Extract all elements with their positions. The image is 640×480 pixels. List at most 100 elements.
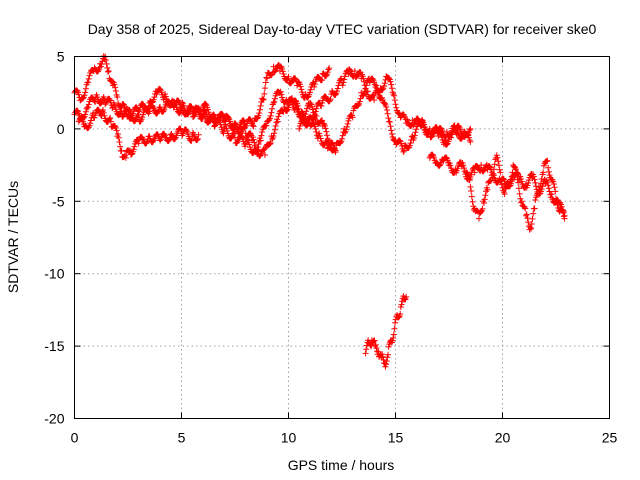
data-point [273, 119, 280, 126]
data-point [396, 137, 403, 144]
data-point [267, 112, 274, 119]
data-point [232, 121, 239, 128]
data-point [87, 120, 94, 127]
data-point [371, 96, 378, 103]
data-point [466, 177, 473, 184]
data-point [380, 356, 387, 363]
data-point [531, 176, 538, 183]
data-point [242, 140, 249, 147]
data-point [398, 301, 405, 308]
data-point [256, 110, 263, 117]
data-point [80, 95, 87, 102]
data-point [146, 133, 153, 140]
data-point [483, 188, 490, 195]
data-point [307, 100, 314, 107]
data-point [527, 224, 534, 231]
data-point [535, 189, 542, 196]
data-point [316, 132, 323, 139]
data-point [381, 80, 388, 87]
data-point [495, 162, 502, 169]
data-point [162, 93, 169, 100]
data-point [418, 118, 425, 125]
data-point [475, 215, 482, 222]
data-point [369, 75, 376, 82]
data-point [122, 154, 129, 161]
data-point [551, 184, 558, 191]
data-point [386, 75, 393, 82]
data-point [475, 166, 482, 173]
data-point [288, 79, 295, 86]
data-point [381, 83, 388, 90]
data-point [263, 122, 270, 129]
data-point [81, 92, 88, 99]
data-point [251, 118, 258, 125]
data-point [514, 176, 521, 183]
data-point [296, 125, 303, 132]
data-point [560, 208, 567, 215]
data-point [530, 210, 537, 217]
data-point [429, 151, 436, 158]
data-point [223, 125, 230, 132]
data-point [143, 105, 150, 112]
data-point [177, 125, 184, 132]
data-point [436, 129, 443, 136]
data-point [538, 176, 545, 183]
data-point [400, 148, 407, 155]
data-point [488, 177, 495, 184]
data-point [324, 132, 331, 139]
data-point [291, 75, 298, 82]
data-point [401, 295, 408, 302]
data-point [486, 163, 493, 170]
data-point [384, 110, 391, 117]
data-point [518, 176, 525, 183]
data-point [478, 162, 485, 169]
data-point [511, 164, 518, 171]
data-point [251, 142, 258, 149]
data-point [263, 74, 270, 81]
data-point [139, 101, 146, 108]
data-point [250, 123, 257, 130]
data-point [388, 127, 395, 134]
data-point [331, 144, 338, 151]
data-point [85, 75, 92, 82]
data-point [464, 170, 471, 177]
data-point [421, 124, 428, 131]
data-point [373, 345, 380, 352]
data-point [469, 198, 476, 205]
data-point [489, 174, 496, 181]
data-point [297, 83, 304, 90]
data-point [214, 117, 221, 124]
data-point [224, 127, 231, 134]
data-point [269, 105, 276, 112]
data-point [304, 122, 311, 129]
data-point [91, 114, 98, 121]
data-point [344, 120, 351, 127]
data-point [101, 56, 108, 63]
data-point [277, 63, 284, 70]
data-point [304, 105, 311, 112]
series-track-h [362, 293, 410, 370]
data-point [319, 117, 326, 124]
data-point [468, 188, 475, 195]
data-point [518, 199, 525, 206]
data-series [71, 53, 568, 370]
data-point [115, 131, 122, 138]
data-point [193, 104, 200, 111]
data-point [299, 89, 306, 96]
data-point [150, 96, 157, 103]
data-point [524, 182, 531, 189]
data-point [407, 140, 414, 147]
data-point [353, 73, 360, 80]
data-point [478, 208, 485, 215]
data-point [341, 73, 348, 80]
series-track-f [426, 151, 568, 220]
data-point [493, 152, 500, 159]
data-point [234, 139, 241, 146]
data-point [543, 158, 550, 165]
data-point [82, 85, 89, 92]
data-point [420, 122, 427, 129]
data-point [536, 186, 543, 193]
data-point [388, 131, 395, 138]
data-point [255, 112, 262, 119]
